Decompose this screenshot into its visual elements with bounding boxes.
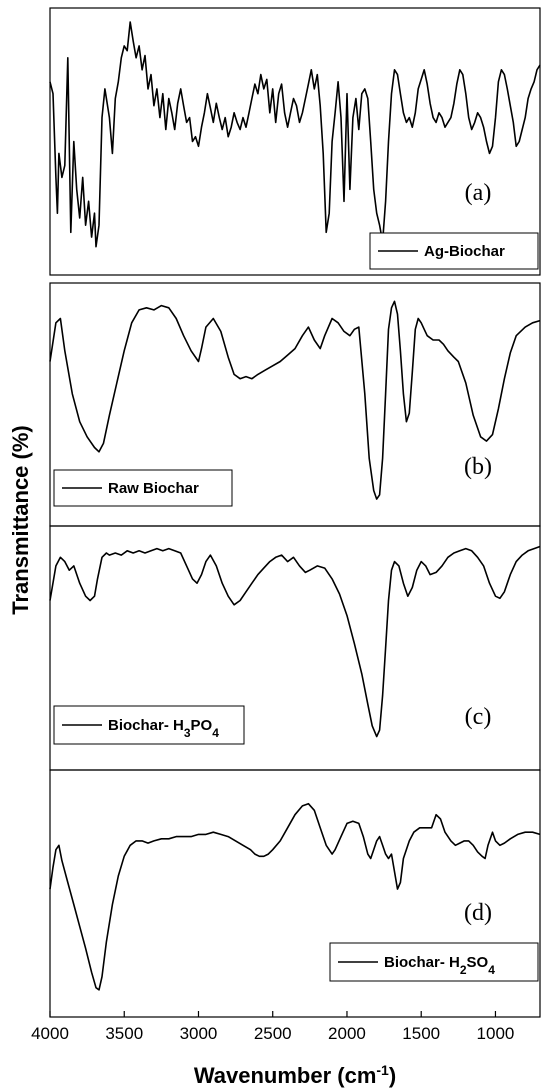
- panel-frame: [49, 769, 541, 1018]
- legend: Raw Biochar: [53, 469, 233, 507]
- panel-d: Biochar- H2SO4 (d): [49, 769, 541, 1018]
- x-tick-label: 3500: [105, 1024, 143, 1043]
- legend-label: Biochar- H3PO4: [108, 717, 219, 740]
- panel-c: Biochar- H3PO4 (c): [49, 525, 541, 771]
- legend-label: Raw Biochar: [108, 480, 199, 497]
- y-axis-title: Transmittance (%): [8, 425, 33, 615]
- panel-a: Ag-Biochar (a): [49, 7, 541, 276]
- x-tick-label: 1500: [402, 1024, 440, 1043]
- legend-box: [53, 705, 245, 745]
- x-tick-label: 3000: [180, 1024, 218, 1043]
- legend: Biochar- H2SO4: [329, 942, 539, 982]
- legend-label: Biochar- H2SO4: [384, 954, 495, 977]
- x-tick-label: 4000: [31, 1024, 69, 1043]
- x-tick-label: 2000: [328, 1024, 366, 1043]
- legend: Biochar- H3PO4: [53, 705, 245, 745]
- panel-letter: (b): [464, 454, 492, 480]
- series-line-raw-biochar: [49, 300, 541, 500]
- x-axis-title: Wavenumber (cm-1): [194, 1062, 396, 1088]
- series-line-biochar-h2so4: [49, 802, 541, 991]
- legend: Ag-Biochar: [369, 232, 539, 270]
- panel-letter: (c): [465, 704, 492, 730]
- panel-b: Raw Biochar (b): [49, 282, 541, 527]
- panel-letter: (a): [465, 180, 492, 206]
- panel-letter: (d): [464, 900, 492, 926]
- x-tick-label: 2500: [254, 1024, 292, 1043]
- series-line-biochar-h3po4: [49, 545, 541, 738]
- panel-frame: [49, 7, 541, 276]
- legend-label: Ag-Biochar: [424, 243, 505, 260]
- series-line-ag-biochar: [49, 21, 541, 248]
- x-tick-label: 1000: [477, 1024, 515, 1043]
